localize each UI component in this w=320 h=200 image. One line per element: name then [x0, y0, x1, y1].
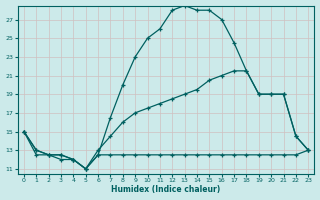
X-axis label: Humidex (Indice chaleur): Humidex (Indice chaleur) — [111, 185, 221, 194]
